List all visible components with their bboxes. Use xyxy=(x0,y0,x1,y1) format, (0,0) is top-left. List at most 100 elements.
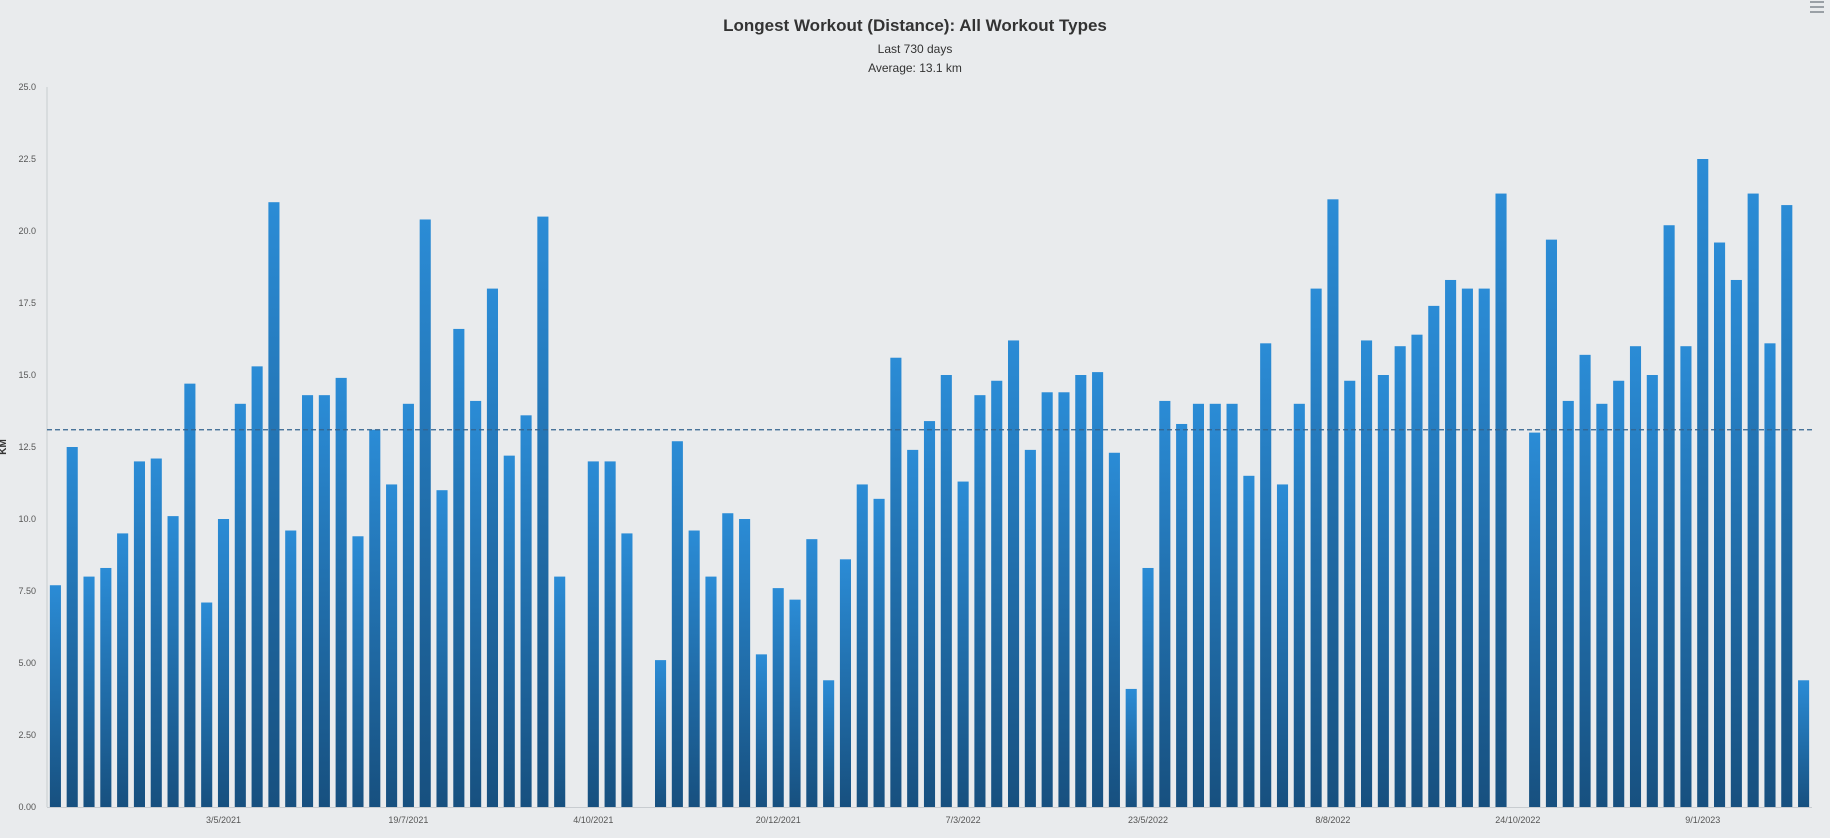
bar[interactable] xyxy=(1344,380,1356,807)
bar[interactable] xyxy=(739,519,751,807)
bar[interactable] xyxy=(1714,242,1726,807)
bar[interactable] xyxy=(1293,403,1305,807)
bar[interactable] xyxy=(1495,193,1507,807)
bar[interactable] xyxy=(1747,193,1759,807)
bar[interactable] xyxy=(1781,205,1793,807)
bar[interactable] xyxy=(1730,279,1742,808)
bar[interactable] xyxy=(1428,305,1440,807)
bar[interactable] xyxy=(217,519,230,807)
bar[interactable] xyxy=(688,530,700,807)
bar[interactable] xyxy=(823,680,835,807)
bar[interactable] xyxy=(1176,423,1188,807)
bar[interactable] xyxy=(386,484,398,807)
bar[interactable] xyxy=(839,559,851,807)
bar[interactable] xyxy=(49,585,61,807)
bar[interactable] xyxy=(1226,403,1238,807)
bar[interactable] xyxy=(1142,567,1154,807)
bar[interactable] xyxy=(890,357,902,807)
bar[interactable] xyxy=(1764,343,1776,807)
bar[interactable] xyxy=(991,380,1003,807)
bar[interactable] xyxy=(1697,159,1709,807)
bar[interactable] xyxy=(957,481,969,807)
bar[interactable] xyxy=(486,288,498,808)
bar[interactable] xyxy=(167,516,179,807)
bar[interactable] xyxy=(1058,392,1070,807)
bar[interactable] xyxy=(184,383,196,807)
bar[interactable] xyxy=(1545,239,1557,807)
bar[interactable] xyxy=(1663,225,1675,808)
bar[interactable] xyxy=(755,654,767,807)
bar[interactable] xyxy=(722,513,734,807)
bar[interactable] xyxy=(1260,343,1272,807)
bar[interactable] xyxy=(789,599,801,807)
bar[interactable] xyxy=(1024,449,1036,807)
bar[interactable] xyxy=(133,461,145,807)
bar[interactable] xyxy=(1243,475,1255,807)
bar[interactable] xyxy=(1579,354,1591,807)
bar[interactable] xyxy=(940,375,952,807)
bar[interactable] xyxy=(1327,199,1339,807)
bar[interactable] xyxy=(856,484,868,807)
bar[interactable] xyxy=(705,576,717,807)
bar[interactable] xyxy=(1125,688,1137,807)
bar[interactable] xyxy=(1646,375,1658,807)
bar[interactable] xyxy=(1008,340,1020,807)
bar[interactable] xyxy=(100,567,112,807)
bar[interactable] xyxy=(1361,340,1373,807)
bar[interactable] xyxy=(268,202,280,807)
bar[interactable] xyxy=(201,602,213,807)
bar[interactable] xyxy=(503,455,515,807)
bar[interactable] xyxy=(335,377,347,807)
bar[interactable] xyxy=(1461,288,1473,808)
bar[interactable] xyxy=(923,421,936,807)
bar[interactable] xyxy=(251,366,263,807)
bar[interactable] xyxy=(83,576,95,807)
bar[interactable] xyxy=(1092,372,1104,807)
bar[interactable] xyxy=(436,490,448,807)
bar[interactable] xyxy=(671,441,683,807)
bar[interactable] xyxy=(1529,432,1541,807)
bar[interactable] xyxy=(1377,375,1389,807)
bar[interactable] xyxy=(1310,288,1322,808)
chart-menu-button[interactable] xyxy=(1808,0,1826,14)
bar[interactable] xyxy=(1276,484,1289,807)
bar[interactable] xyxy=(806,539,818,807)
bar[interactable] xyxy=(907,449,919,807)
bar[interactable] xyxy=(402,403,414,807)
bar[interactable] xyxy=(587,461,599,807)
bar[interactable] xyxy=(285,530,297,807)
bar[interactable] xyxy=(369,429,381,807)
bar[interactable] xyxy=(520,415,532,807)
bar[interactable] xyxy=(1041,392,1053,807)
bar[interactable] xyxy=(453,328,465,807)
bar[interactable] xyxy=(604,461,616,807)
bar[interactable] xyxy=(1629,346,1642,807)
bar[interactable] xyxy=(419,219,431,808)
bar[interactable] xyxy=(150,458,162,807)
bar[interactable] xyxy=(1108,452,1120,807)
bar[interactable] xyxy=(352,536,364,807)
bar[interactable] xyxy=(1159,400,1171,807)
bar[interactable] xyxy=(772,588,784,807)
bar[interactable] xyxy=(1192,403,1204,807)
bar[interactable] xyxy=(1613,380,1625,807)
bar[interactable] xyxy=(1596,403,1608,807)
bar[interactable] xyxy=(318,395,330,807)
bar[interactable] xyxy=(537,216,549,808)
bar[interactable] xyxy=(1411,334,1423,807)
bar[interactable] xyxy=(1394,346,1406,807)
bar[interactable] xyxy=(621,533,633,807)
bar[interactable] xyxy=(1562,400,1574,807)
bar[interactable] xyxy=(1445,279,1457,808)
bar[interactable] xyxy=(655,660,667,807)
bar[interactable] xyxy=(66,447,78,807)
bar[interactable] xyxy=(1680,346,1692,807)
bar[interactable] xyxy=(974,395,986,807)
bar[interactable] xyxy=(554,576,566,807)
bar[interactable] xyxy=(1798,680,1810,807)
bar[interactable] xyxy=(873,498,885,807)
bar[interactable] xyxy=(470,400,482,807)
bar[interactable] xyxy=(1209,403,1221,807)
bar[interactable] xyxy=(234,403,246,807)
bar[interactable] xyxy=(302,395,314,807)
